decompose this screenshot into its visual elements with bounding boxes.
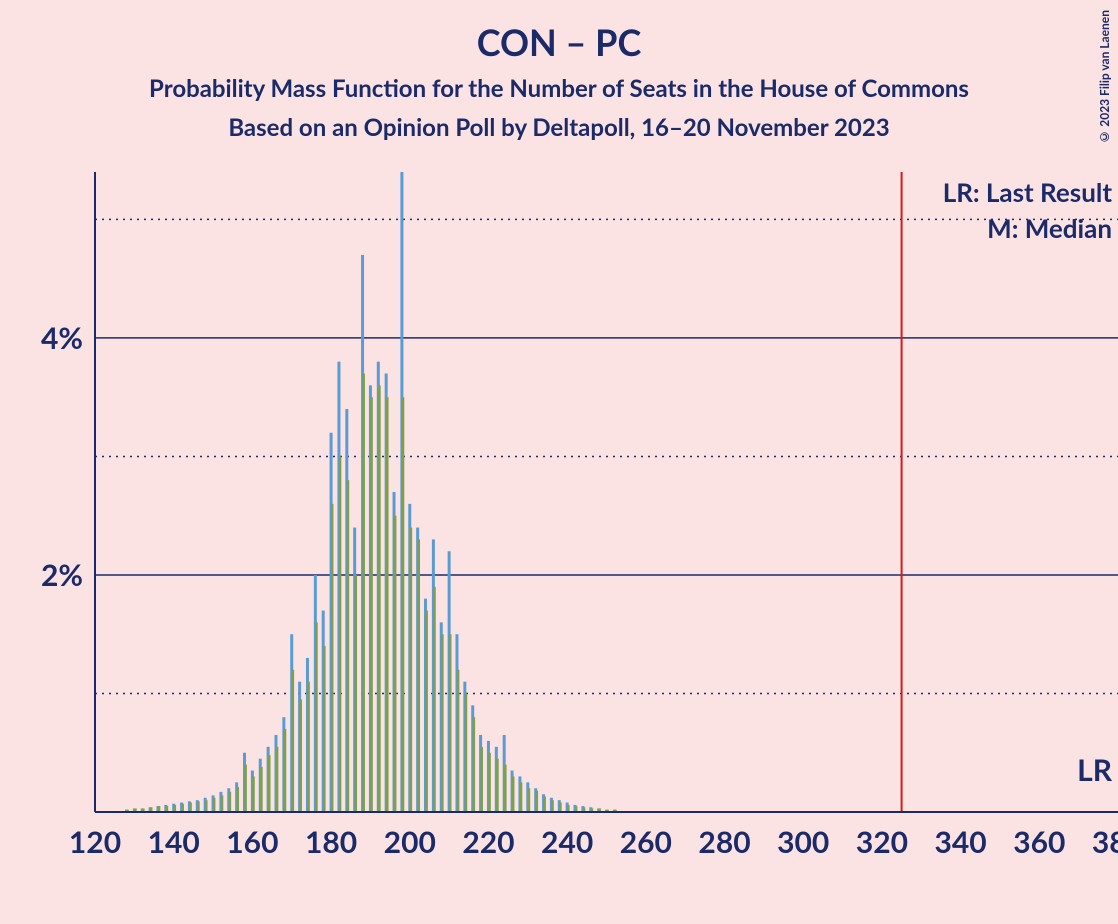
bar-series-b: [473, 717, 476, 812]
lr-marker-label: LR: [1077, 752, 1112, 788]
chart-subtitle-2: Based on an Opinion Poll by Deltapoll, 1…: [0, 113, 1118, 142]
chart-svg: [0, 162, 1118, 882]
bar-series-b: [362, 373, 365, 812]
bar-series-b: [213, 798, 216, 812]
bar-series-b: [536, 791, 539, 812]
copyright: © 2023 Filip van Laenen: [1097, 10, 1112, 145]
bar-series-b: [174, 805, 177, 812]
bar-series-b: [370, 397, 373, 812]
x-tick-label: 360: [1013, 824, 1065, 860]
bar-series-b: [252, 776, 255, 812]
bar-series-b: [347, 480, 350, 812]
chart-subtitle-1: Probability Mass Function for the Number…: [0, 74, 1118, 103]
bar-series-b: [425, 611, 428, 812]
x-tick-label: 180: [305, 824, 357, 860]
bar-series-b: [221, 795, 224, 812]
bar-series-b: [315, 622, 318, 812]
bar-series-b: [276, 747, 279, 812]
x-tick-label: 340: [935, 824, 987, 860]
bar-series-b: [323, 646, 326, 812]
bar-series-b: [567, 805, 570, 812]
chart: 2% 4% 120 140 160 180 200 220 240 260 280 300 320 340…: [0, 162, 1118, 882]
x-tick-label: 280: [698, 824, 750, 860]
bar-series-b: [417, 539, 420, 812]
bar-series-b: [244, 765, 247, 812]
legend-m: M: Median: [987, 212, 1112, 244]
bar-series-b: [299, 699, 302, 812]
x-tick-label: 140: [148, 824, 200, 860]
bar-series-b: [433, 587, 436, 812]
y-tick-label: 2%: [0, 557, 83, 593]
x-tick-label: 160: [226, 824, 278, 860]
bar-series-b: [488, 753, 491, 812]
bar-series-b: [504, 765, 507, 812]
bar-series-b: [465, 693, 468, 812]
y-tick-label: 4%: [0, 320, 83, 356]
bar-series-b: [378, 385, 381, 812]
bar-series-b: [559, 803, 562, 812]
bar-series-b: [528, 788, 531, 812]
bar-series-b: [292, 670, 295, 812]
bar-series-b: [512, 776, 515, 812]
chart-title: CON – PC: [0, 20, 1118, 64]
bar-series-b: [394, 516, 397, 812]
bar-series-b: [268, 755, 271, 812]
bar-series-b: [307, 682, 310, 812]
bar-series-b: [260, 767, 263, 812]
bar-series-b: [402, 397, 405, 812]
x-tick-label: 300: [777, 824, 829, 860]
bar-series-b: [331, 504, 334, 812]
bar-series-b: [457, 670, 460, 812]
bar-series-b: [551, 800, 554, 812]
bar-series-b: [449, 634, 452, 812]
bar-series-b: [355, 575, 358, 812]
bar-series-b: [339, 456, 342, 812]
x-tick-label: 200: [384, 824, 436, 860]
x-tick-label: 240: [541, 824, 593, 860]
bar-series-b: [197, 801, 200, 812]
bar-series-b: [410, 528, 413, 812]
x-tick-label: 120: [69, 824, 121, 860]
bar-series-b: [543, 797, 546, 812]
bar-series-b: [205, 800, 208, 812]
bar-series-b: [181, 804, 184, 812]
bar-series-b: [229, 792, 232, 812]
bar-series-b: [441, 634, 444, 812]
bar-series-b: [189, 803, 192, 812]
bar-series-b: [236, 787, 239, 812]
legend-lr: LR: Last Result: [943, 176, 1112, 208]
x-tick-label: 220: [462, 824, 514, 860]
bar-series-b: [284, 729, 287, 812]
x-tick-label: 260: [620, 824, 672, 860]
bar-series-b: [520, 782, 523, 812]
bar-series-b: [386, 397, 389, 812]
bar-series-b: [496, 759, 499, 812]
x-tick-label: 380: [1092, 824, 1118, 860]
x-tick-label: 320: [856, 824, 908, 860]
bar-series-b: [480, 747, 483, 812]
